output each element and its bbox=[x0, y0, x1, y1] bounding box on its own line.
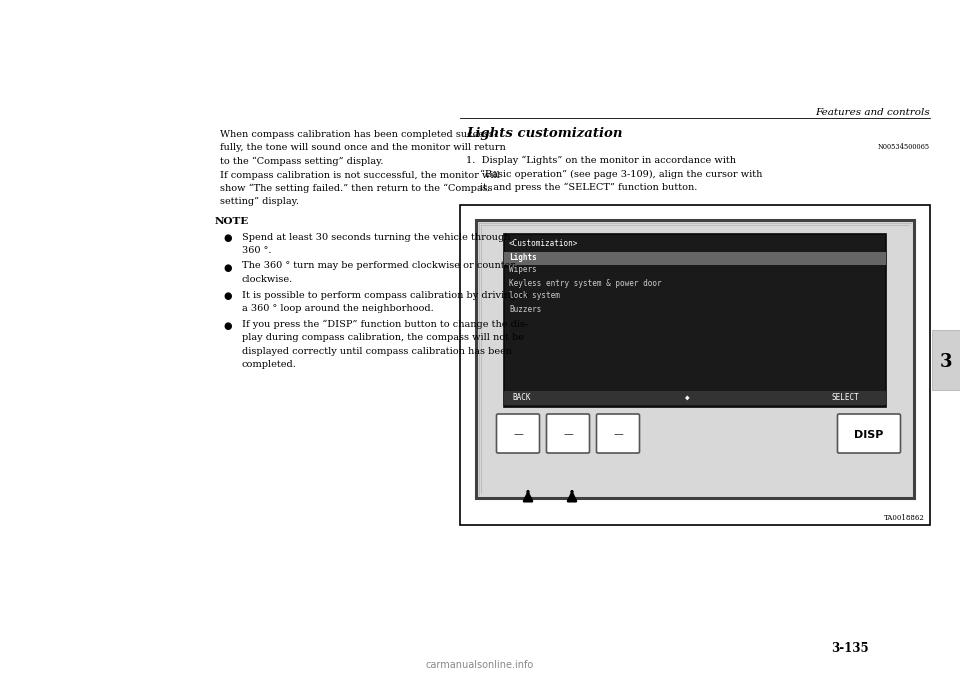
Text: When compass calibration has been completed success-: When compass calibration has been comple… bbox=[220, 130, 497, 139]
FancyBboxPatch shape bbox=[460, 205, 930, 525]
Text: fully, the tone will sound once and the monitor will return: fully, the tone will sound once and the … bbox=[220, 144, 506, 153]
Text: N00534500065: N00534500065 bbox=[877, 143, 930, 151]
Text: “Basic operation” (see page 3-109), align the cursor with: “Basic operation” (see page 3-109), alig… bbox=[480, 170, 762, 179]
FancyBboxPatch shape bbox=[504, 233, 886, 407]
Text: a 360 ° loop around the neighborhood.: a 360 ° loop around the neighborhood. bbox=[242, 304, 434, 313]
Text: —: — bbox=[564, 429, 573, 439]
FancyBboxPatch shape bbox=[546, 414, 589, 453]
Text: —: — bbox=[514, 429, 523, 439]
FancyBboxPatch shape bbox=[932, 330, 960, 390]
Text: displayed correctly until compass calibration has been: displayed correctly until compass calibr… bbox=[242, 346, 512, 355]
Text: ●: ● bbox=[224, 264, 232, 273]
Text: TA0018862: TA0018862 bbox=[884, 513, 925, 521]
Text: it, and press the “SELECT” function button.: it, and press the “SELECT” function butt… bbox=[480, 183, 697, 193]
Text: It is possible to perform compass calibration by driving in: It is possible to perform compass calibr… bbox=[242, 290, 529, 300]
Text: BACK: BACK bbox=[512, 393, 531, 401]
Text: clockwise.: clockwise. bbox=[242, 275, 293, 284]
Text: Features and controls: Features and controls bbox=[815, 108, 930, 117]
Text: play during compass calibration, the compass will not be: play during compass calibration, the com… bbox=[242, 333, 524, 342]
Text: 3-135: 3-135 bbox=[831, 642, 869, 655]
Text: show “The setting failed.” then return to the “Compass: show “The setting failed.” then return t… bbox=[220, 184, 492, 193]
Text: 1.  Display “Lights” on the monitor in accordance with: 1. Display “Lights” on the monitor in ac… bbox=[466, 156, 736, 165]
Text: DISP: DISP bbox=[854, 429, 884, 439]
Text: carmanualsonline.info: carmanualsonline.info bbox=[426, 660, 534, 670]
FancyBboxPatch shape bbox=[837, 414, 900, 453]
Text: ◆: ◆ bbox=[685, 393, 689, 401]
Text: Spend at least 30 seconds turning the vehicle through: Spend at least 30 seconds turning the ve… bbox=[242, 233, 511, 241]
Text: <Customization>: <Customization> bbox=[509, 239, 578, 247]
Text: Keyless entry system & power door: Keyless entry system & power door bbox=[509, 279, 661, 287]
Text: Lights customization: Lights customization bbox=[466, 127, 622, 140]
Text: 3: 3 bbox=[940, 353, 952, 371]
Text: Buzzers: Buzzers bbox=[509, 304, 541, 313]
Text: ●: ● bbox=[224, 321, 232, 330]
Text: completed.: completed. bbox=[242, 360, 297, 369]
Text: setting” display.: setting” display. bbox=[220, 197, 299, 207]
Text: Wipers: Wipers bbox=[509, 266, 537, 275]
Text: Lights: Lights bbox=[509, 252, 537, 262]
FancyBboxPatch shape bbox=[596, 414, 639, 453]
Text: NOTE: NOTE bbox=[215, 217, 250, 226]
FancyBboxPatch shape bbox=[504, 391, 886, 405]
FancyBboxPatch shape bbox=[504, 252, 886, 264]
Text: 360 °.: 360 °. bbox=[242, 246, 272, 255]
Text: If compass calibration is not successful, the monitor will: If compass calibration is not successful… bbox=[220, 170, 500, 180]
Text: The 360 ° turn may be performed clockwise or counter-: The 360 ° turn may be performed clockwis… bbox=[242, 262, 518, 271]
Text: If you press the “DISP” function button to change the dis-: If you press the “DISP” function button … bbox=[242, 319, 528, 329]
Text: ●: ● bbox=[224, 292, 232, 302]
Text: ●: ● bbox=[224, 235, 232, 243]
Text: —: — bbox=[613, 429, 623, 439]
FancyBboxPatch shape bbox=[496, 414, 540, 453]
Text: to the “Compass setting” display.: to the “Compass setting” display. bbox=[220, 157, 383, 166]
FancyBboxPatch shape bbox=[476, 220, 914, 498]
Text: SELECT: SELECT bbox=[831, 393, 859, 401]
Text: lock system: lock system bbox=[509, 292, 560, 300]
